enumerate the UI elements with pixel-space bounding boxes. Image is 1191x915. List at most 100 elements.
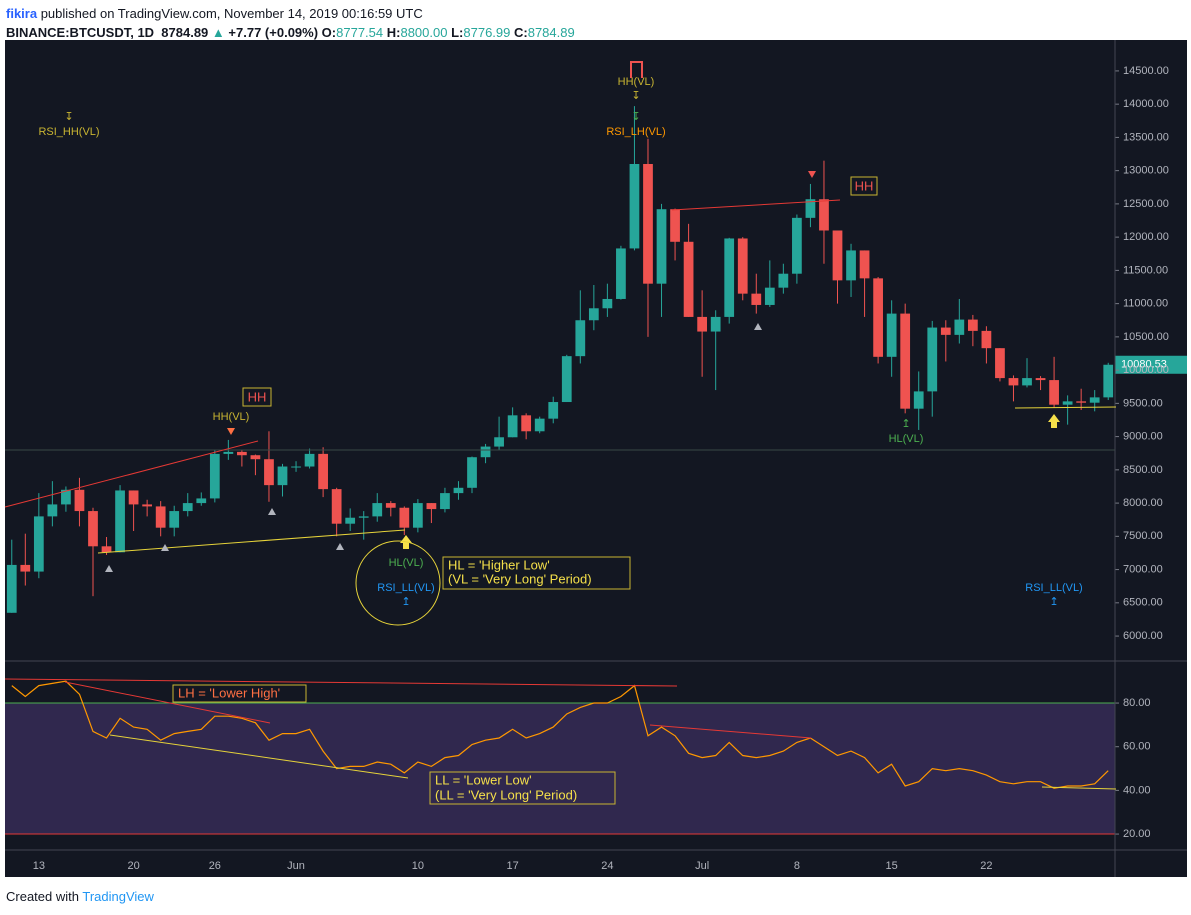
- label-box: [442, 556, 631, 590]
- candle-body: [751, 293, 762, 305]
- annotation: HH: [855, 178, 874, 193]
- marker: [161, 544, 169, 551]
- candle-body: [440, 493, 450, 510]
- candle-body: [47, 504, 58, 517]
- author[interactable]: fikira: [6, 6, 38, 21]
- candle-body: [643, 164, 653, 284]
- y-tick-label: 9500.00: [1123, 397, 1163, 409]
- trend-line: [4, 678, 678, 687]
- x-tick-label: 13: [33, 860, 45, 872]
- marker: [808, 171, 816, 178]
- y-tick-label: 8000.00: [1123, 497, 1163, 509]
- candle-body: [737, 238, 748, 294]
- candle-body: [385, 503, 396, 508]
- marker: [227, 428, 235, 435]
- y-tick-label: 9000.00: [1123, 431, 1163, 443]
- candle-body: [656, 209, 667, 284]
- x-tick-label: 10: [412, 860, 424, 872]
- candle-body: [602, 298, 613, 309]
- annotation: RSI_LL(VL): [1025, 582, 1082, 594]
- candle-body: [61, 489, 71, 505]
- candle-body: [1022, 378, 1032, 386]
- candle-body: [507, 415, 518, 438]
- annotation: RSI_LH(VL): [606, 126, 665, 138]
- candle-body: [237, 451, 247, 456]
- marker: [105, 565, 113, 572]
- candle-body: [115, 490, 125, 553]
- candle-body: [426, 503, 437, 510]
- marker: [268, 508, 276, 515]
- candle-body: [575, 320, 586, 357]
- x-tick-label: 20: [127, 860, 139, 872]
- y-tick-label: 13500.00: [1123, 131, 1169, 143]
- o-value: 8777.54: [336, 25, 384, 40]
- annotation: HH(VL): [618, 76, 655, 88]
- y-tick-label: 60.00: [1123, 741, 1151, 753]
- annotation: (VL = 'Very Long' Period): [448, 571, 592, 586]
- candle-body: [981, 330, 992, 349]
- candle-body: [697, 316, 708, 332]
- candle-body: [967, 319, 978, 331]
- label-box: [172, 684, 307, 703]
- candle-body: [927, 327, 938, 392]
- label-box: [242, 387, 272, 407]
- candle-body: [304, 453, 315, 467]
- candle-body: [534, 418, 545, 432]
- candle-body: [467, 457, 477, 488]
- trend-line: [649, 724, 812, 739]
- candle-body: [1076, 401, 1087, 403]
- candle-body: [399, 507, 410, 528]
- c-value: 8784.89: [527, 25, 575, 40]
- annotation: ↧: [631, 90, 640, 102]
- highlight-circle: [355, 540, 441, 626]
- candle-body: [792, 217, 802, 274]
- candle-body: [913, 391, 924, 409]
- candle-body: [250, 455, 261, 460]
- candle-body: [169, 511, 180, 528]
- candle-body: [900, 313, 911, 409]
- candle-body: [20, 564, 31, 572]
- o-label: O:: [321, 25, 337, 40]
- y-tick-label: 8500.00: [1123, 464, 1163, 476]
- last-price-box: [1115, 355, 1187, 374]
- candle-body: [1035, 378, 1046, 381]
- x-tick-label: 15: [886, 860, 898, 872]
- candle-body: [629, 164, 640, 249]
- footer-brand[interactable]: TradingView: [82, 889, 154, 904]
- annotation: HH: [248, 389, 267, 404]
- candle-body: [616, 248, 626, 299]
- candle-body: [1008, 378, 1019, 386]
- y-tick-label: 11500.00: [1123, 264, 1168, 276]
- chart-background: [5, 40, 1187, 877]
- candle-body: [33, 516, 44, 572]
- trend-line: [1014, 406, 1117, 409]
- candle-body: [805, 199, 816, 218]
- annotation: ↧: [64, 111, 73, 123]
- candle-body: [1062, 401, 1073, 405]
- symbol-line: BINANCE:BTCUSDT, 1D 8784.89 ▲ +7.77 (+0.…: [6, 23, 575, 42]
- y-tick-label: 6500.00: [1123, 597, 1163, 609]
- trend-line: [64, 681, 271, 724]
- published: published on TradingView.com, November 1…: [37, 6, 423, 21]
- candle-body: [819, 199, 829, 231]
- annotation: RSI_HH(VL): [38, 126, 99, 138]
- annotation: HL(VL): [889, 433, 924, 445]
- candle-body: [291, 466, 301, 468]
- candle-body: [670, 209, 680, 242]
- h-value: 8800.00: [400, 25, 448, 40]
- y-tick-label: 14000.00: [1123, 98, 1169, 110]
- y-tick-label: 10000.00: [1123, 364, 1169, 376]
- candle-body: [724, 238, 735, 317]
- candle-body: [6, 564, 17, 613]
- annotation: RSI_LL(VL): [377, 582, 434, 594]
- candle-body: [778, 273, 789, 288]
- x-tick-label: 24: [601, 860, 613, 872]
- candle-body: [277, 466, 288, 486]
- candle-body: [412, 503, 423, 528]
- candle-body: [954, 319, 965, 335]
- trend-line: [671, 199, 841, 211]
- y-tick-label: 20.00: [1123, 828, 1151, 840]
- rsi-line: [11, 680, 1109, 789]
- candle-body: [345, 517, 356, 524]
- candle-body: [764, 287, 775, 305]
